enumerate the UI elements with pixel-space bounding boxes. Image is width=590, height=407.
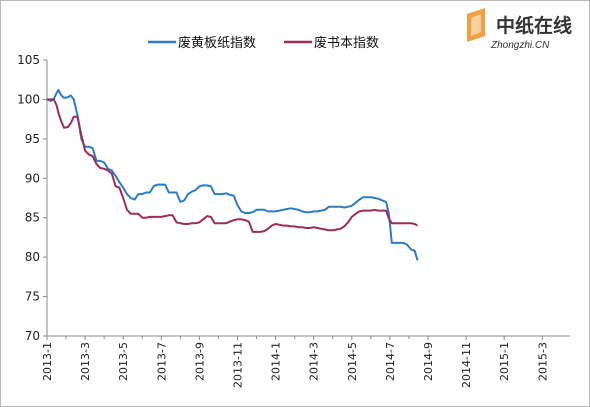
y-tick-label: 75 [25,290,40,304]
x-tick-label: 2014-11 [460,342,473,388]
y-tick-label: 70 [25,329,40,343]
series-line-1 [46,89,419,261]
x-tick-label: 2013-3 [79,342,92,381]
brand-name-cn: 中纸在线 [496,14,572,37]
y-tick-label: 85 [25,211,40,225]
x-ticks: 2013-1 2013-3 2013-5 2013-7 2013-9 2013-11 201… [41,336,549,388]
y-tick-label: 100 [17,92,40,106]
x-tick-label: 2013-1 [41,342,54,381]
brand-logo: 中纸在线 Zhongzhi.CN [467,8,572,51]
legend: 废黄板纸指数 废书本指数 [148,35,379,51]
x-tick-label: 2013-11 [232,342,245,388]
legend-label-series-1: 废黄板纸指数 [178,35,256,51]
series-lines [46,89,419,261]
x-tick-label: 2013-5 [117,342,130,381]
y-ticks: 70 75 80 85 90 95 100 105 [17,53,47,343]
legend-label-series-2: 废书本指数 [314,35,379,51]
x-tick-label: 2014-5 [346,342,359,381]
x-tick-label: 2015-1 [498,342,511,381]
y-tick-label: 95 [25,132,40,146]
x-tick-label: 2015-3 [536,342,549,381]
x-tick-label: 2014-3 [308,342,321,381]
series-line-2 [47,98,418,233]
y-tick-label: 80 [25,250,40,264]
y-tick-label: 90 [25,171,40,185]
y-tick-label: 105 [17,53,40,67]
x-tick-label: 2013-9 [193,342,206,381]
x-tick-label: 2013-7 [155,342,168,381]
x-tick-label: 2014-1 [270,342,283,381]
brand-name-en: Zhongzhi.CN [490,40,550,51]
x-tick-label: 2014-7 [384,342,397,381]
x-tick-label: 2014-9 [422,342,435,381]
